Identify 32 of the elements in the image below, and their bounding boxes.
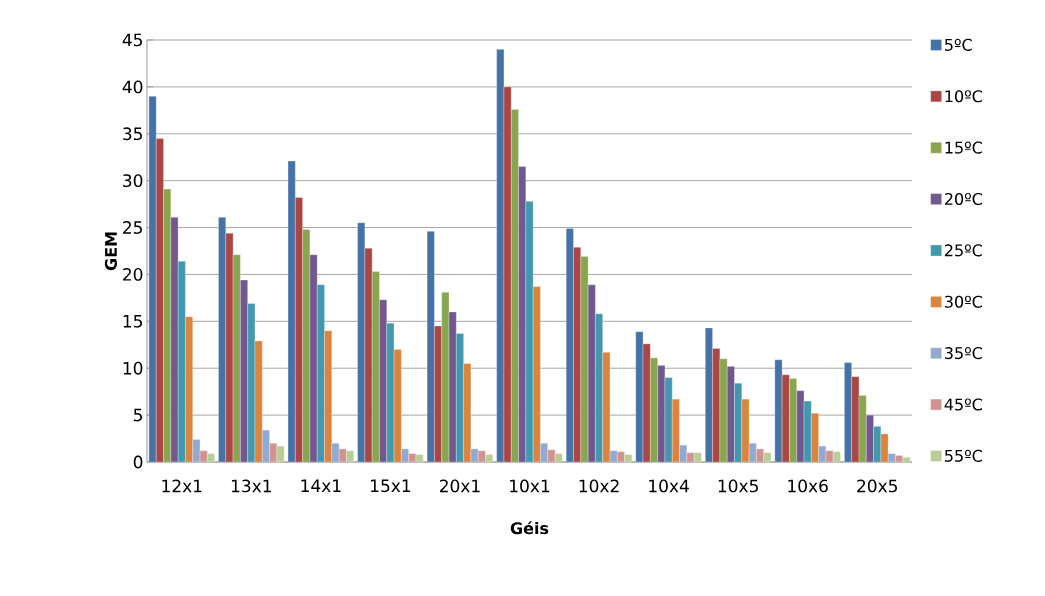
legend-label: 20ºC	[944, 192, 982, 206]
x-tick-label: 14x1	[301, 479, 341, 492]
legend-label: 30ºC	[945, 295, 982, 308]
y-axis-title: GEM	[104, 232, 117, 271]
legend-label: 35ºC	[945, 347, 982, 360]
x-tick-label: 10x5	[718, 479, 758, 493]
x-tick-label: 10x2	[579, 479, 619, 493]
x-tick-label: 10x6	[788, 479, 828, 493]
legend-label: 10ºC	[945, 90, 982, 103]
legend-label: 5ºC	[945, 38, 972, 51]
x-axis-title: Géis	[510, 521, 549, 535]
y-tick-label: 35	[123, 127, 142, 141]
y-tick-label: 10	[123, 361, 143, 375]
y-tick-label: 0	[133, 455, 143, 469]
x-tick-label: 20x5	[857, 479, 897, 493]
x-tick-label: 20x1	[439, 479, 480, 493]
legend-label: 45ºC	[944, 398, 982, 411]
x-tick-label: 10x4	[649, 479, 689, 493]
x-tick-label: 15x1	[371, 479, 411, 493]
x-tick-label: 13x1	[231, 479, 272, 493]
y-tick-label: 45	[122, 33, 142, 47]
x-tick-label: 12x1	[162, 479, 202, 493]
legend-label: 55ºC	[945, 449, 982, 462]
y-tick-label: 25	[123, 221, 142, 234]
y-tick-label: 30	[123, 174, 143, 188]
legend-label: 15ºC	[945, 141, 982, 154]
y-tick-label: 40	[122, 80, 143, 94]
x-tick-label: 10x1	[510, 479, 550, 493]
y-tick-label: 5	[133, 408, 142, 422]
y-tick-label: 20	[123, 268, 143, 281]
y-tick-label: 15	[123, 315, 142, 328]
legend-label: 25ºC	[944, 244, 982, 257]
